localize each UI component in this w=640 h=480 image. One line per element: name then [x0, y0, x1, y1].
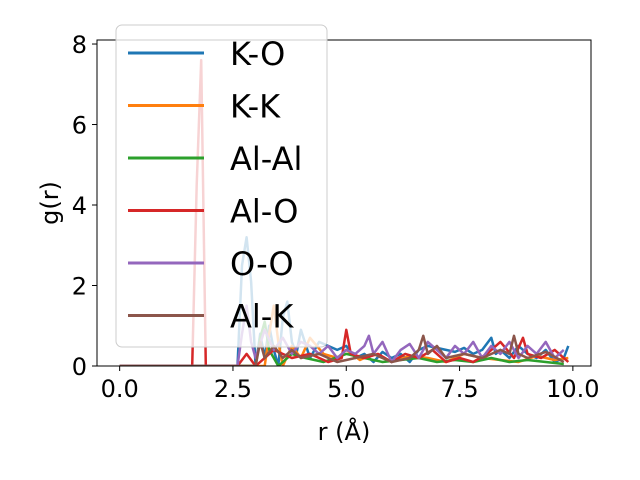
y-tick-label: 8 — [72, 31, 87, 59]
legend-entry-o-o: O-O — [128, 245, 294, 283]
x-tick-label: 5.0 — [327, 375, 365, 403]
legend-entry-k-k: K-K — [128, 88, 281, 126]
series-line-al-k — [119, 334, 565, 366]
legend-label: K-K — [230, 88, 281, 126]
x-tick-label: 10.0 — [546, 375, 599, 403]
x-tick-label: 2.5 — [214, 375, 252, 403]
legend-box — [115, 24, 328, 348]
legend-label: Al-K — [230, 298, 294, 336]
x-axis-ticks: 0.0 2.5 5.0 7.5 10.0 — [101, 366, 600, 403]
legend-entry-al-k: Al-K — [128, 298, 294, 336]
y-tick-label: 2 — [72, 273, 87, 301]
y-axis-label: g(r) — [36, 181, 64, 225]
legend-label: Al-O — [230, 193, 298, 231]
y-tick-label: 6 — [72, 112, 87, 140]
legend-entry-k-o: K-O — [128, 35, 285, 73]
legend: K-O K-K Al-Al Al-O O-O Al-K — [115, 24, 328, 348]
legend-label: Al-Al — [230, 140, 302, 178]
x-axis-label: r (Å) — [318, 417, 371, 446]
y-axis-ticks: 0 2 4 6 8 — [72, 31, 97, 381]
legend-entry-al-al: Al-Al — [128, 140, 302, 178]
legend-entry-al-o: Al-O — [128, 193, 298, 231]
x-tick-label: 7.5 — [440, 375, 478, 403]
legend-label: O-O — [230, 245, 294, 283]
legend-label: K-O — [230, 35, 285, 73]
y-tick-label: 0 — [72, 353, 87, 381]
x-tick-label: 0.0 — [101, 375, 139, 403]
y-tick-label: 4 — [72, 192, 87, 220]
plot-frame — [96, 39, 592, 367]
